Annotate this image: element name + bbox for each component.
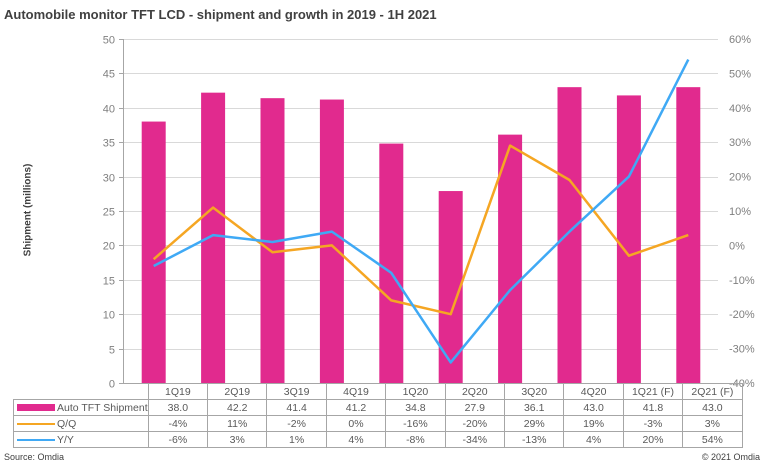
y-tick-label: 25 [103,207,115,219]
chart-title: Automobile monitor TFT LCD - shipment an… [4,7,437,22]
y2-tick-label: 50% [729,68,751,80]
data-table: 1Q19 2Q19 3Q19 4Q19 1Q20 2Q20 3Q20 4Q20 … [13,383,743,448]
data-label: -4% [147,415,209,432]
category-label: 2Q19 [207,383,268,400]
y-tick-label: 50 [103,35,115,47]
y2-tick-label: 0% [729,240,745,252]
data-table-row-qq: Q/Q -4% 11% -2% 0% -16% -20% 29% 19% -3%… [13,415,743,432]
data-label: 11% [207,415,268,432]
bar [557,87,582,383]
data-label: 1% [266,431,327,448]
y-tick-label: 40 [103,104,115,116]
data-label: -8% [385,431,446,448]
data-label: 4% [563,431,624,448]
category-label: 4Q19 [325,383,387,400]
y-tick-label: 15 [103,276,115,288]
source-note: Source: Omdia [4,452,65,462]
data-label: -6% [147,431,209,448]
data-label: 34.8 [385,399,446,416]
data-table-header-row: 1Q19 2Q19 3Q19 4Q19 1Q20 2Q20 3Q20 4Q20 … [13,383,743,400]
data-label: -3% [622,415,684,432]
data-table-row-yy: Y/Y -6% 3% 1% 4% -8% -34% -13% 4% 20% 54… [13,431,743,448]
y2-tick-label: 30% [729,137,751,149]
data-label: 36.1 [503,399,565,416]
category-label: 3Q20 [503,383,565,400]
data-label: 20% [622,431,684,448]
line-series [152,59,690,364]
bar [379,143,404,383]
legend-swatch-line [17,422,55,425]
data-label: -34% [444,431,506,448]
legend-label: Auto TFT Shipment [57,401,148,414]
bar [498,134,523,383]
data-table-row-shipment: Auto TFT Shipment 38.0 42.2 41.4 41.2 34… [13,399,743,416]
data-label: -2% [266,415,327,432]
category-label: 1Q20 [385,383,446,400]
data-label: -13% [503,431,565,448]
data-label: 41.4 [266,399,327,416]
y2-tick-label: 40% [729,103,751,115]
series-line-yy [153,59,690,364]
bar-series [141,87,701,383]
y2-tick-label: 10% [729,206,751,218]
y-tick-label: 5 [109,345,115,357]
data-label: 41.2 [325,399,387,416]
data-label: 4% [325,431,387,448]
legend-swatch-line [17,438,55,441]
data-label: 54% [682,431,743,448]
y-tick-label: 30 [103,173,115,185]
category-label: 1Q19 [147,383,209,400]
legend-entry-yy: Y/Y [13,431,149,448]
data-label: 41.8 [622,399,684,416]
data-label: 19% [563,415,624,432]
y-tick-label: 20 [103,241,115,253]
data-label: 42.2 [207,399,268,416]
data-table-corner [13,383,149,400]
series-line-qq [152,144,689,316]
category-label: 2Q21 (F) [682,383,743,400]
data-label: -16% [385,415,446,432]
category-label: 4Q20 [563,383,624,400]
bar [616,95,641,383]
bar [676,87,701,383]
category-label: 3Q19 [266,383,327,400]
category-label: 2Q20 [444,383,506,400]
y2-tick-label: -20% [729,309,755,321]
legend-entry-qq: Q/Q [13,415,149,432]
y2-tick-label: -10% [729,275,755,287]
y-tick-label: 35 [103,138,115,150]
legend-label: Y/Y [57,433,74,446]
legend-label: Q/Q [57,417,77,430]
y-tick-label: 10 [103,310,115,322]
data-label: 29% [503,415,565,432]
legend-entry-shipment: Auto TFT Shipment [13,399,149,416]
bar [319,99,344,383]
legend-swatch-bar [17,404,55,412]
data-label: 43.0 [563,399,624,416]
data-label: -20% [444,415,506,432]
y2-tick-label: 60% [729,34,751,46]
right-axis-ticks: -40%-30%-20%-10%0%10%20%30%40%50%60% [729,34,755,390]
data-label: 27.9 [444,399,506,416]
bar [201,92,226,383]
y2-tick-label: -30% [729,344,755,356]
data-label: 3% [207,431,268,448]
copyright-note: © 2021 Omdia [701,452,760,462]
data-label: 0% [325,415,387,432]
data-label: 38.0 [147,399,209,416]
category-label: 1Q21 (F) [622,383,684,400]
y2-tick-label: 20% [729,172,751,184]
y-tick-label: 45 [103,69,115,81]
data-label: 3% [682,415,743,432]
data-label: 43.0 [682,399,743,416]
